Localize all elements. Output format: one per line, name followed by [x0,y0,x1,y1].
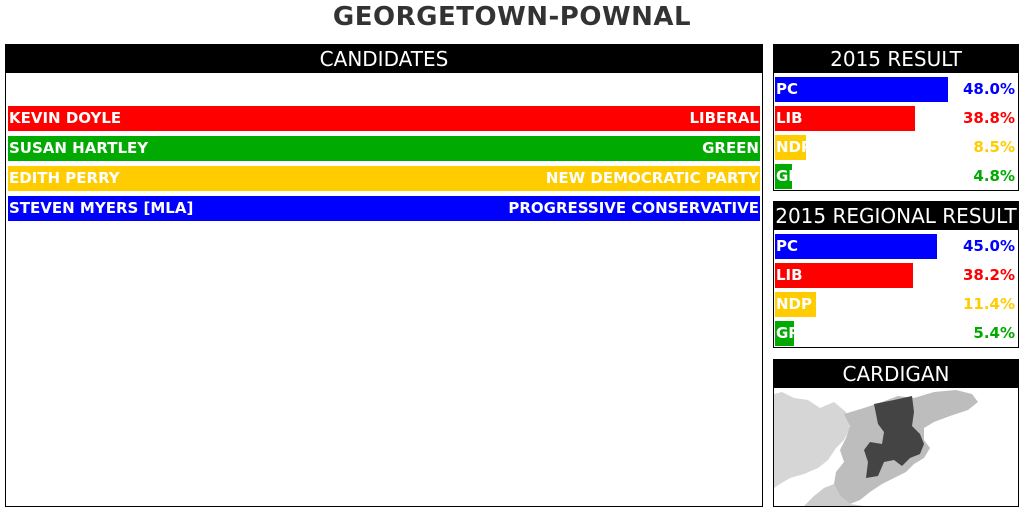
result-party-label: NDP [776,295,812,313]
result-party-label: GRN [776,167,813,185]
region-map-panel: CARDIGAN [773,359,1019,507]
candidate-row: STEVEN MYERS [MLA] PROGRESSIVE CONSERVATI… [8,196,760,221]
candidate-row: EDITH PERRY NEW DEMOCRATIC PARTY [8,166,760,191]
candidate-party: NEW DEMOCRATIC PARTY [545,169,759,187]
result-row: LIB 38.2% [775,263,1017,288]
map-land-west [774,392,850,488]
candidate-name: SUSAN HARTLEY [9,139,149,157]
result-percent-label: 5.4% [973,324,1015,342]
result-percent-label: 48.0% [962,80,1015,98]
map-region-lower [804,484,864,506]
regional-2015-panel: 2015 REGIONAL RESULT PC 45.0% LIB 38.2% NDP 1… [773,201,1019,348]
result-bar [775,164,792,189]
result-percent-label: 38.2% [962,266,1015,284]
candidates-heading: CANDIDATES [6,45,762,73]
result-row: LIB 38.8% [775,106,1017,131]
result-row: PC 45.0% [775,234,1017,259]
map-district-georgetown-pownal [864,396,924,478]
result-row: GRN 5.4% [775,321,1017,346]
result-2015-panel: 2015 RESULT PC 48.0% LIB 38.8% NDP 8.5% GRN 4.8… [773,44,1019,191]
result-percent-label: 4.8% [973,167,1015,185]
candidate-party: PROGRESSIVE CONSERVATIVE [508,199,759,217]
result-row: NDP 11.4% [775,292,1017,317]
candidate-name: STEVEN MYERS [MLA] [9,199,194,217]
candidate-party: GREEN [702,139,759,157]
result-party-label: PC [776,237,799,255]
candidate-row: SUSAN HARTLEY GREEN [8,136,760,161]
result-row: PC 48.0% [775,77,1017,102]
result-percent-label: 8.5% [973,138,1015,156]
result-row: GRN 4.8% [775,164,1017,189]
candidate-row: KEVIN DOYLE LIBERAL [8,106,760,131]
result-bar [775,292,816,317]
result-party-label: LIB [776,266,803,284]
candidate-party: LIBERAL [689,109,759,127]
result-percent-label: 38.8% [962,109,1015,127]
candidate-name: EDITH PERRY [9,169,120,187]
result-percent-label: 11.4% [962,295,1015,313]
region-map-heading: CARDIGAN [774,360,1018,388]
result-row: NDP 8.5% [775,135,1017,160]
result-bar [775,77,948,102]
result-party-label: LIB [776,109,803,127]
result-party-label: NDP [776,138,812,156]
region-map [774,388,1018,506]
result-bar [775,135,806,160]
result-bar [775,263,913,288]
result-bar [775,106,915,131]
result-percent-label: 45.0% [962,237,1015,255]
result-bar [775,234,937,259]
result-party-label: PC [776,80,799,98]
result-bar [775,321,794,346]
result-2015-heading: 2015 RESULT [774,45,1018,73]
candidates-panel: CANDIDATES KEVIN DOYLE LIBERAL SUSAN HARTL… [5,44,763,507]
candidate-name: KEVIN DOYLE [9,109,122,127]
page-title: GEORGETOWN-POWNAL [332,2,692,32]
regional-2015-heading: 2015 REGIONAL RESULT [774,202,1018,230]
result-party-label: GRN [776,324,813,342]
